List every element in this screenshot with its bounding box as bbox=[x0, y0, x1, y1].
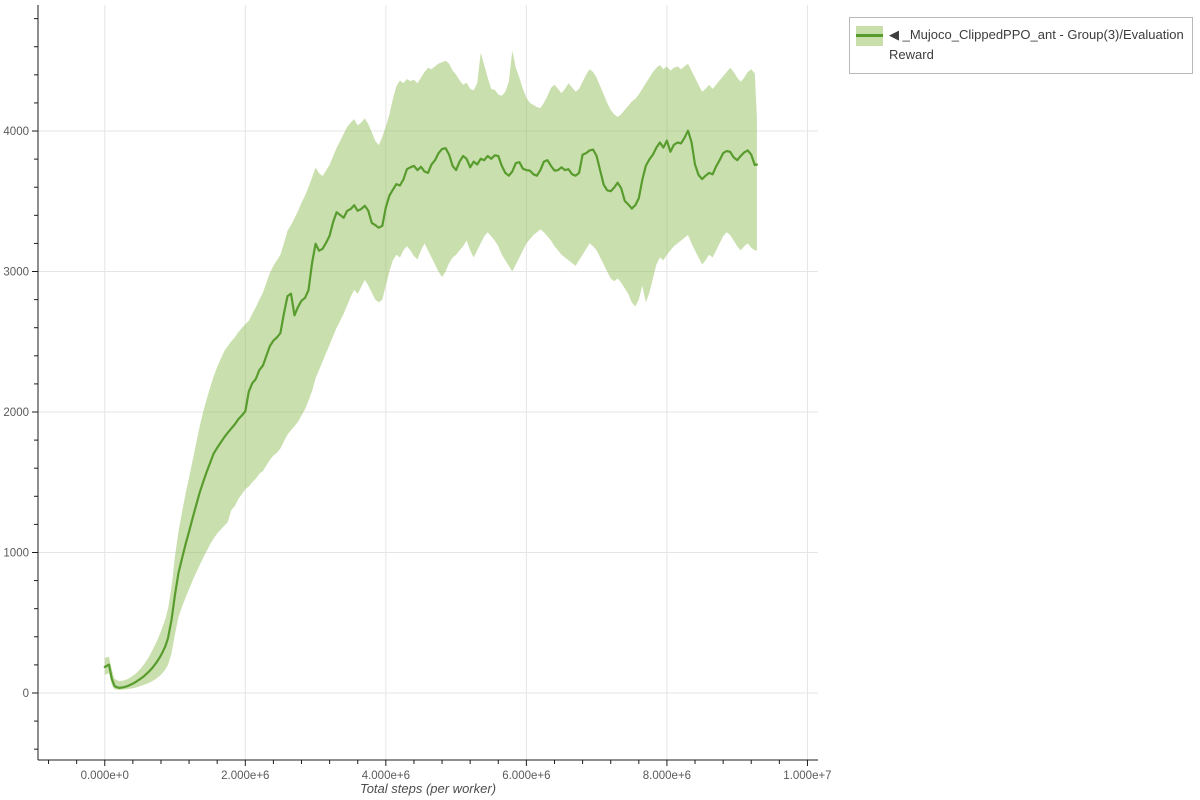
y-tick-label: 2000 bbox=[3, 407, 29, 419]
x-tick-label: 1.000e+7 bbox=[783, 770, 831, 782]
tick-marks bbox=[32, 18, 808, 766]
x-tick-label: 8.000e+6 bbox=[643, 770, 691, 782]
mean-line bbox=[103, 129, 758, 689]
legend-item-evaluation-reward[interactable]: ◀ _Mujoco_ClippedPPO_ant - Group(3)/Eval… bbox=[856, 25, 1184, 65]
legend-label: ◀ _Mujoco_ClippedPPO_ant - Group(3)/Eval… bbox=[889, 27, 1184, 62]
series-swatch-icon bbox=[856, 26, 883, 46]
y-tick-label: 4000 bbox=[3, 126, 29, 138]
x-tick-label: 6.000e+6 bbox=[502, 770, 550, 782]
y-tick-label: 0 bbox=[23, 688, 29, 700]
x-tick-label: 2.000e+6 bbox=[221, 770, 269, 782]
y-tick-labels: 0 1000 2000 3000 4000 bbox=[3, 126, 29, 700]
x-tick-labels: 0.000e+0 2.000e+6 4.000e+6 6.000e+6 8.000e+6… bbox=[81, 770, 832, 782]
legend: ◀ _Mujoco_ClippedPPO_ant - Group(3)/Eval… bbox=[849, 17, 1193, 74]
confidence-band bbox=[104, 50, 757, 690]
x-tick-label: 0.000e+0 bbox=[81, 770, 129, 782]
x-tick-label: 4.000e+6 bbox=[362, 770, 410, 782]
y-tick-label: 3000 bbox=[3, 267, 29, 279]
y-tick-label: 1000 bbox=[3, 547, 29, 559]
series-line-icon bbox=[856, 34, 883, 37]
x-axis-title: Total steps (per worker) bbox=[359, 781, 497, 796]
